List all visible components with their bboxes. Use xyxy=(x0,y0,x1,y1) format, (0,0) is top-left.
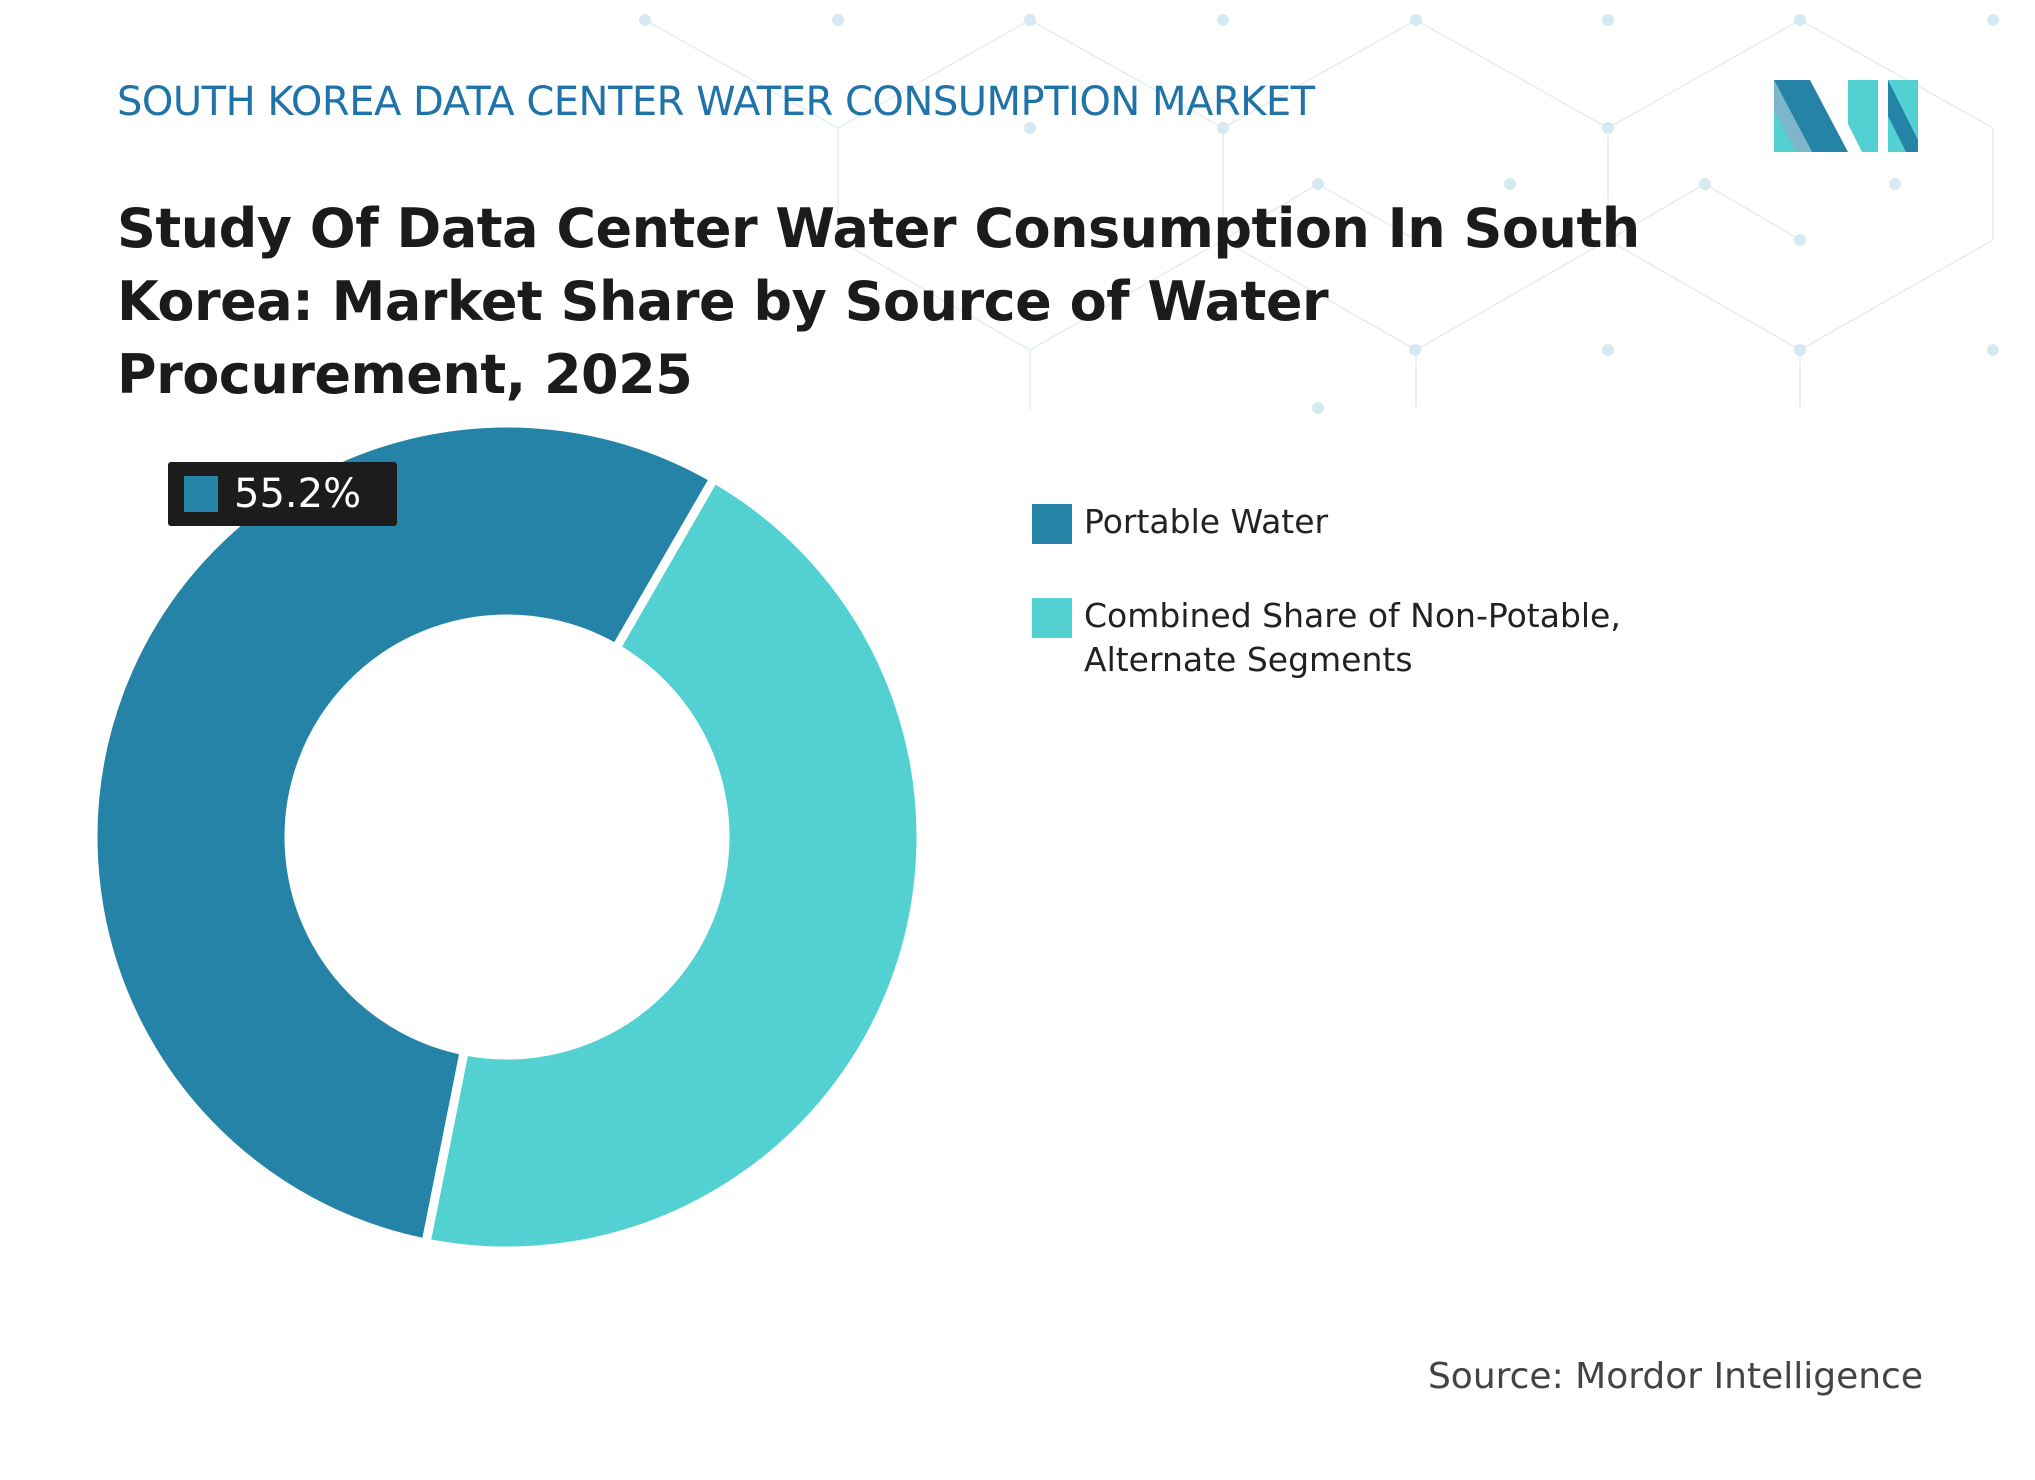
legend-swatch xyxy=(1032,598,1072,638)
legend-label: Portable Water xyxy=(1084,502,1329,541)
data-label-swatch xyxy=(184,476,218,512)
chart-title: Study Of Data Center Water Consumption I… xyxy=(117,197,1640,406)
data-label: 55.2% xyxy=(168,462,397,526)
header: SOUTH KOREA DATA CENTER WATER CONSUMPTIO… xyxy=(117,79,1315,125)
logo xyxy=(1774,80,1918,152)
data-label-box xyxy=(168,462,397,526)
source: Source: Mordor Intelligence xyxy=(1427,1356,1923,1397)
legend-item: Combined Share of Non-Potable, Alternate… xyxy=(1032,594,1744,682)
legend-label: Combined Share of Non-Potable, Alternate… xyxy=(1084,596,1621,679)
legend-item: Portable Water xyxy=(1032,500,1744,544)
legend: Portable Water Combined Share of Non-Pota… xyxy=(1032,500,1744,732)
legend-swatch xyxy=(1032,504,1072,544)
donut-segment xyxy=(420,472,926,1256)
data-label-text: 55.2% xyxy=(234,471,361,517)
